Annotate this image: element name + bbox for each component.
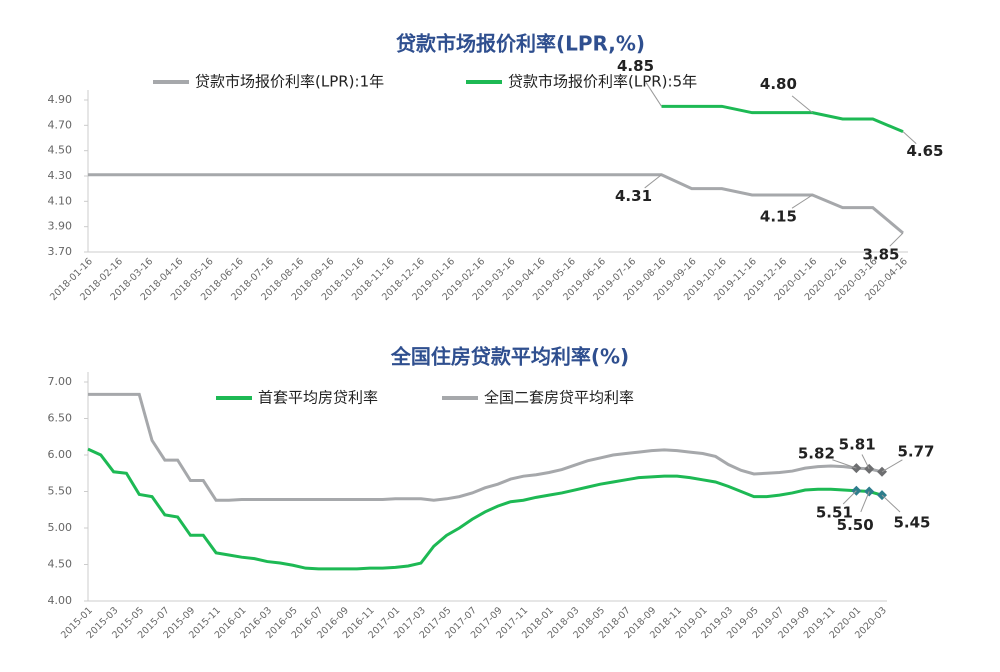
- label-leader: [842, 490, 857, 505]
- y-tick-label: 4.50: [48, 558, 73, 571]
- label-leader: [881, 494, 901, 513]
- legend-label: 首套平均房贷利率: [258, 389, 378, 407]
- y-tick-label: 4.00: [48, 594, 73, 607]
- series-line: [88, 392, 883, 502]
- label-leader: [832, 459, 857, 469]
- data-label: 4.31: [615, 187, 652, 205]
- label-leader: [860, 491, 870, 513]
- y-tick-label: 4.50: [48, 144, 73, 157]
- y-tick-label: 5.00: [48, 521, 73, 534]
- y-tick-label: 5.50: [48, 485, 73, 498]
- data-label: 5.51: [816, 503, 853, 521]
- data-label: 4.15: [760, 208, 797, 226]
- label-leader: [889, 232, 904, 247]
- y-tick-label: 3.90: [48, 220, 73, 233]
- y-tick-label: 4.10: [48, 194, 73, 207]
- legend-label: 贷款市场报价利率(LPR):1年: [195, 73, 384, 91]
- legend-label: 全国二套房贷平均利率: [484, 389, 634, 407]
- label-leader: [791, 194, 813, 209]
- data-label: 5.81: [839, 435, 876, 453]
- y-tick-label: 6.50: [48, 412, 73, 425]
- label-leader: [902, 131, 917, 145]
- data-label: 4.65: [906, 142, 943, 160]
- data-label: 5.82: [798, 445, 835, 463]
- y-tick-label: 4.90: [48, 93, 73, 106]
- data-label: 5.50: [837, 516, 874, 534]
- label-leader: [861, 454, 870, 470]
- data-label: 3.85: [862, 246, 899, 264]
- legend-label: 贷款市场报价利率(LPR):5年: [508, 73, 697, 91]
- label-leader: [881, 459, 903, 473]
- label-leader: [645, 82, 662, 107]
- y-tick-label: 4.70: [48, 118, 73, 131]
- y-tick-label: 3.70: [48, 245, 73, 258]
- chart-title: 贷款市场报价利率(LPR,%): [396, 32, 645, 56]
- data-label: 5.77: [897, 442, 934, 460]
- chart-title: 全国住房贷款平均利率(%): [390, 345, 629, 369]
- data-label: 4.80: [760, 75, 797, 93]
- label-leader: [791, 95, 813, 114]
- label-leader: [644, 174, 662, 189]
- y-tick-label: 4.30: [48, 169, 73, 182]
- data-label: 4.85: [617, 57, 654, 75]
- data-label: 5.45: [893, 514, 930, 532]
- series-line: [661, 104, 904, 134]
- series-line: [87, 447, 883, 571]
- y-tick-label: 7.00: [48, 375, 73, 388]
- y-tick-label: 6.00: [48, 448, 73, 461]
- series-line: [88, 173, 904, 235]
